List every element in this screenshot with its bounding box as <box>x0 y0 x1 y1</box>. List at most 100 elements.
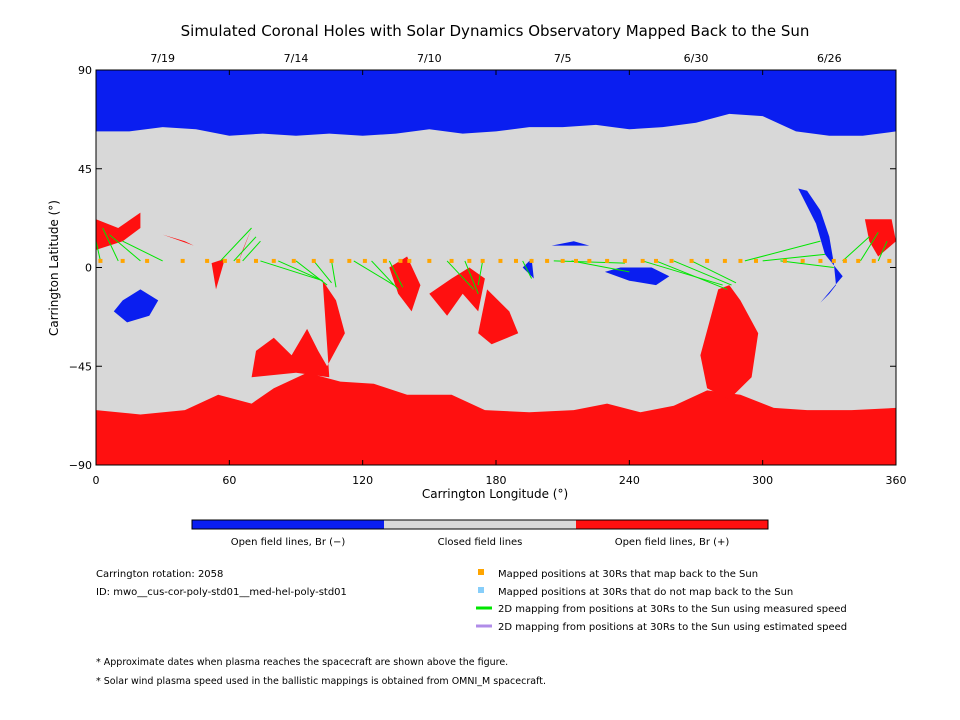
date-tick-label: 7/10 <box>417 52 442 65</box>
mapping-line-measured <box>522 260 533 279</box>
legend-orange-square <box>478 569 484 575</box>
x-axis-ticks: 0 60 120 180 240 300 360 <box>93 70 907 487</box>
date-tick-labels: 7/19 7/14 7/10 7/5 6/30 6/26 <box>150 52 841 65</box>
negative-open-patch <box>604 267 670 286</box>
colorbar-negative <box>192 520 384 529</box>
mapped-position <box>842 258 847 263</box>
mapped-position <box>205 258 210 263</box>
mapped-position <box>705 258 710 263</box>
mapped-position <box>738 258 743 263</box>
mapped-position <box>467 258 472 263</box>
mapped-position <box>407 258 412 263</box>
date-tick-label: 7/19 <box>150 52 175 65</box>
date-tick-label: 7/5 <box>554 52 572 65</box>
mapped-position <box>382 258 387 263</box>
colorbar-positive <box>576 520 768 529</box>
colorbar-label-negative: Open field lines, Br (−) <box>231 537 346 548</box>
mapped-position <box>871 258 876 263</box>
mapping-line-measured <box>642 260 723 286</box>
colorbar-label-closed: Closed field lines <box>438 537 523 548</box>
mapped-position <box>145 258 150 263</box>
mapping-line-measured <box>744 240 821 262</box>
plot-area <box>95 69 897 466</box>
mapped-position <box>574 258 578 263</box>
mapped-position <box>271 258 276 263</box>
mapping-line-measured <box>122 240 163 262</box>
note-dates: * Approximate dates when plasma reaches … <box>96 657 508 668</box>
x-tick-label: 0 <box>93 474 100 487</box>
mapped-position <box>222 258 227 263</box>
colorbar: Open field lines, Br (−) Closed field li… <box>191 519 769 548</box>
mapped-position <box>236 258 241 263</box>
mapping-line-measured <box>371 260 399 290</box>
mapped-position <box>754 258 758 263</box>
mapping-line-measured <box>233 236 257 262</box>
positive-open-patch <box>389 256 421 312</box>
mapped-position <box>120 258 125 263</box>
mapped-position <box>605 258 610 263</box>
mapping-line-measured <box>842 236 870 262</box>
model-id: ID: mwo__cus-cor-poly-std01__med-hel-pol… <box>96 587 347 598</box>
mapped-position <box>329 258 334 263</box>
x-axis-label: Carrington Longitude (°) <box>422 487 568 501</box>
legend-label-measured: 2D mapping from positions at 30Rs to the… <box>498 604 847 615</box>
mapped-position <box>818 258 823 263</box>
mapped-position <box>362 258 367 263</box>
note-speed: * Solar wind plasma speed used in the ba… <box>96 676 546 687</box>
legend-label-mapped: Mapped positions at 30Rs that map back t… <box>498 569 758 580</box>
mapped-position <box>311 258 316 263</box>
mapped-position <box>622 258 627 263</box>
x-tick-label: 180 <box>486 474 507 487</box>
negative-open-patch <box>113 289 159 323</box>
mapping-line-measured <box>477 260 484 286</box>
mapping-line-measured <box>109 234 141 262</box>
negative-open-patch <box>551 241 590 246</box>
mapping-line-measured <box>313 260 332 284</box>
field-regions <box>96 70 896 465</box>
mapping-line-measured <box>877 240 888 262</box>
y-tick-label: 45 <box>78 163 92 176</box>
y-axis-ticks: 90 45 0 −45 −90 <box>69 64 896 472</box>
positive-open-patch <box>478 289 519 345</box>
legend-lightblue-square <box>478 587 484 593</box>
negative-open-patch <box>798 188 843 303</box>
negative-open-patch <box>522 258 534 279</box>
mapped-position <box>722 258 727 263</box>
legend: Mapped positions at 30Rs that map back t… <box>476 569 847 633</box>
north-polar-coronal-hole <box>96 70 896 136</box>
x-tick-label: 360 <box>886 474 907 487</box>
colorbar-frame <box>191 519 769 530</box>
chart-title: Simulated Coronal Holes with Solar Dynam… <box>181 22 810 40</box>
mapped-position <box>529 258 534 263</box>
positive-open-patch <box>238 228 252 264</box>
mapping-line-measured <box>673 260 732 286</box>
mapping-line-measured <box>464 260 479 295</box>
mapped-position <box>449 258 454 263</box>
colorbar-label-positive: Open field lines, Br (+) <box>615 537 730 548</box>
mapped-position <box>560 258 565 263</box>
mapped-position <box>800 258 805 263</box>
y-tick-label: −90 <box>69 459 92 472</box>
positive-open-patch <box>864 219 896 257</box>
colorbar-closed <box>384 520 576 529</box>
carrington-rotation: Carrington rotation: 2058 <box>96 569 223 580</box>
y-tick-label: 90 <box>78 64 92 77</box>
mapped-position <box>347 258 352 263</box>
mapped-position <box>669 258 674 263</box>
mapping-line-measured <box>691 260 737 284</box>
x-tick-label: 120 <box>352 474 373 487</box>
mapping-line-measured <box>295 260 328 286</box>
south-polar-coronal-hole <box>96 372 896 465</box>
date-tick-label: 7/14 <box>284 52 309 65</box>
mapping-line-measured <box>278 260 323 282</box>
mapping-line-measured <box>388 260 404 288</box>
y-axis-label: Carrington Latitude (°) <box>47 200 61 336</box>
date-tick-label: 6/30 <box>684 52 709 65</box>
date-tick-label: 6/26 <box>817 52 842 65</box>
mapping-lines <box>96 227 888 295</box>
mapping-line-measured <box>260 260 323 282</box>
mapping-line-measured <box>220 227 252 262</box>
positive-open-patch <box>251 280 345 378</box>
mapped-position <box>427 258 432 263</box>
y-tick-label: −45 <box>69 360 92 373</box>
